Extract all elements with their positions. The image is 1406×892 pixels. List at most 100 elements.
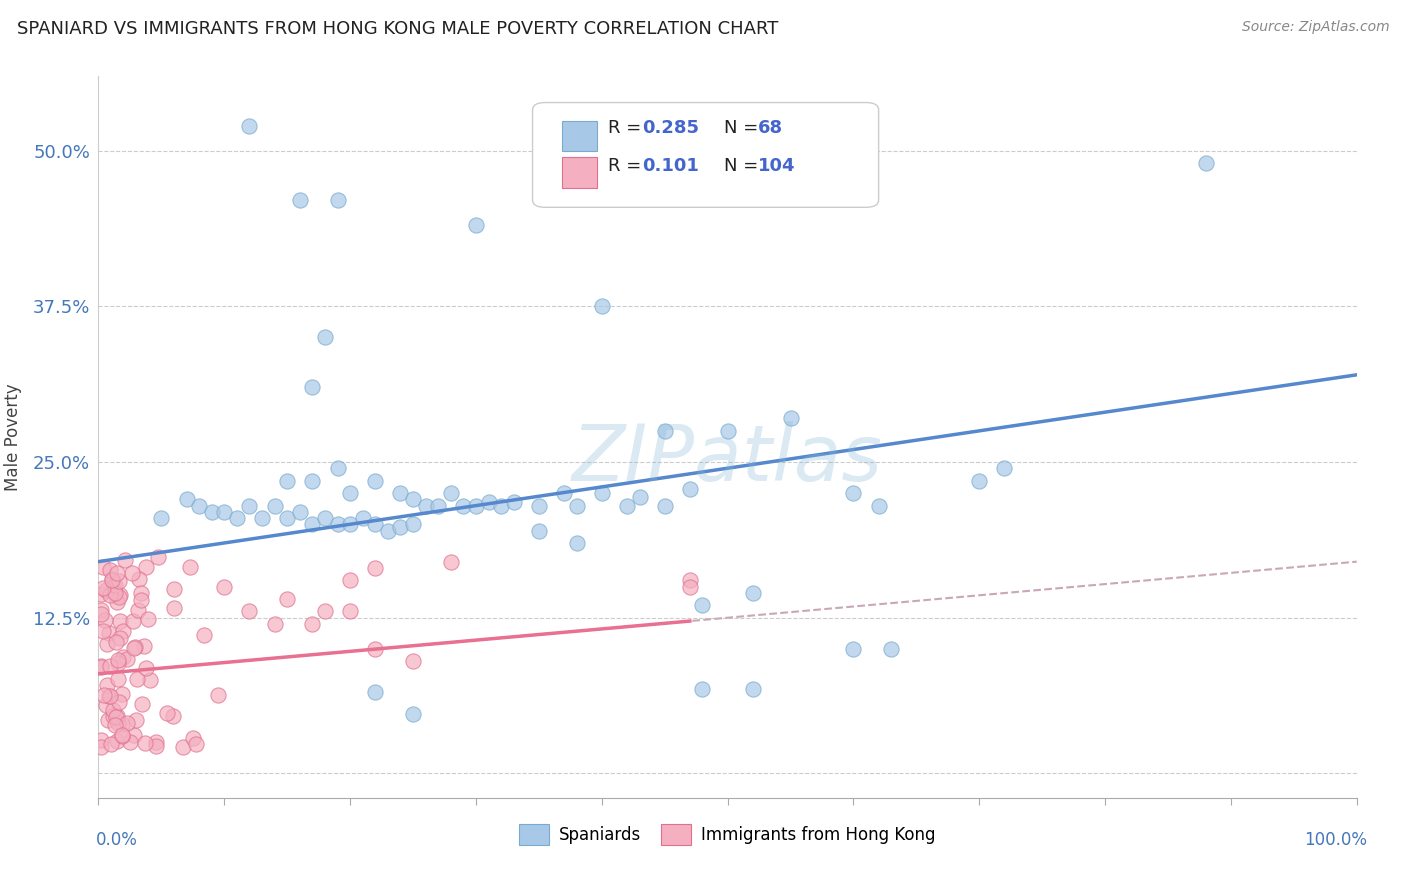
- Point: [314, 330, 336, 344]
- Point: [105, 733, 128, 747]
- Point: [654, 424, 676, 438]
- Point: [842, 641, 865, 656]
- Point: [339, 517, 361, 532]
- Point: [301, 380, 323, 394]
- Point: [181, 731, 204, 745]
- Point: [111, 728, 134, 742]
- Point: [628, 490, 651, 504]
- Point: [389, 520, 412, 534]
- Point: [124, 640, 146, 655]
- Point: [127, 672, 149, 686]
- Point: [91, 624, 114, 638]
- Point: [94, 582, 117, 597]
- Point: [464, 219, 488, 233]
- Point: [104, 635, 127, 649]
- Point: [238, 605, 260, 619]
- Point: [104, 578, 127, 592]
- Point: [477, 495, 499, 509]
- Point: [402, 517, 425, 532]
- Point: [107, 715, 129, 730]
- Point: [108, 631, 131, 645]
- Point: [98, 563, 121, 577]
- Point: [145, 735, 167, 749]
- Point: [135, 560, 157, 574]
- Text: N =: N =: [724, 120, 758, 137]
- Point: [238, 499, 260, 513]
- Point: [91, 581, 114, 595]
- FancyBboxPatch shape: [533, 103, 879, 207]
- Point: [104, 709, 127, 723]
- Point: [527, 524, 550, 538]
- Point: [90, 607, 112, 621]
- Point: [97, 713, 120, 727]
- Point: [339, 486, 361, 500]
- Point: [440, 555, 463, 569]
- Point: [364, 561, 387, 575]
- Point: [301, 517, 323, 532]
- Point: [364, 474, 387, 488]
- Point: [156, 706, 179, 721]
- Text: R =: R =: [607, 157, 641, 175]
- Point: [402, 706, 425, 721]
- Point: [565, 499, 588, 513]
- Point: [114, 553, 136, 567]
- Text: 0.0%: 0.0%: [96, 831, 138, 849]
- Point: [402, 492, 425, 507]
- Text: Source: ZipAtlas.com: Source: ZipAtlas.com: [1241, 20, 1389, 34]
- Point: [193, 627, 215, 641]
- Point: [679, 483, 702, 497]
- Point: [741, 586, 763, 600]
- Point: [352, 511, 374, 525]
- Point: [128, 573, 150, 587]
- Point: [111, 729, 134, 743]
- Point: [101, 572, 124, 586]
- Point: [591, 486, 613, 500]
- Text: N =: N =: [724, 157, 758, 175]
- Text: 100.0%: 100.0%: [1303, 831, 1367, 849]
- Point: [868, 499, 890, 513]
- Point: [207, 688, 229, 702]
- Point: [188, 499, 211, 513]
- Point: [100, 737, 122, 751]
- Point: [692, 599, 714, 613]
- Point: [176, 492, 198, 507]
- Point: [377, 524, 399, 538]
- Point: [129, 585, 152, 599]
- Point: [326, 517, 349, 532]
- Text: 0.285: 0.285: [643, 120, 699, 137]
- Bar: [561, 120, 596, 151]
- Point: [112, 624, 135, 639]
- Point: [107, 695, 129, 709]
- Point: [402, 654, 425, 668]
- Point: [125, 713, 148, 727]
- Point: [101, 703, 124, 717]
- Point: [288, 505, 311, 519]
- Text: 0.101: 0.101: [643, 157, 699, 175]
- Point: [90, 732, 112, 747]
- Point: [93, 613, 115, 627]
- Point: [138, 673, 160, 687]
- Point: [326, 194, 349, 208]
- Point: [135, 661, 157, 675]
- Point: [90, 739, 112, 754]
- Point: [163, 582, 186, 596]
- Point: [105, 566, 128, 580]
- Point: [616, 499, 638, 513]
- Bar: [561, 158, 596, 188]
- Point: [502, 495, 524, 509]
- Point: [115, 715, 138, 730]
- Point: [339, 574, 361, 588]
- Point: [186, 737, 208, 751]
- Point: [107, 653, 129, 667]
- Point: [553, 486, 575, 500]
- Point: [108, 574, 131, 589]
- Point: [679, 574, 702, 588]
- Point: [105, 709, 128, 723]
- Point: [104, 718, 127, 732]
- Point: [692, 681, 714, 696]
- Point: [214, 580, 236, 594]
- Point: [117, 652, 139, 666]
- Point: [122, 640, 145, 655]
- Point: [263, 499, 285, 513]
- Point: [591, 299, 613, 313]
